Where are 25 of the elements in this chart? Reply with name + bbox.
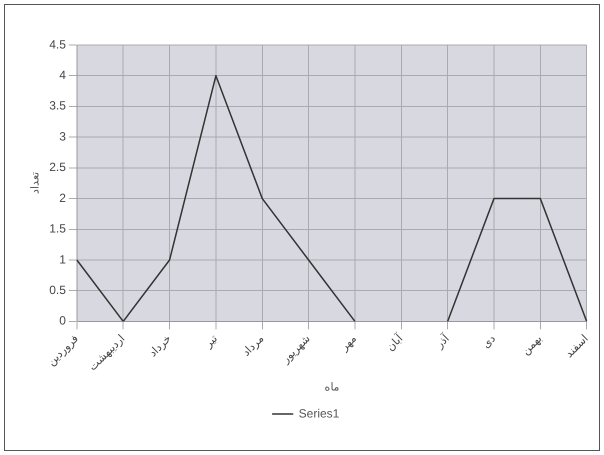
x-tick-label: بهمن xyxy=(519,332,544,358)
x-tick-label: دی xyxy=(479,332,498,351)
x-tick-label: تیر xyxy=(201,332,220,351)
y-tick-label: 4 xyxy=(59,68,66,82)
y-tick-label: 0 xyxy=(59,314,66,328)
x-tick-label: مهر xyxy=(337,332,360,354)
x-tick-label: اردیبهشت xyxy=(86,332,128,374)
legend-label: Series1 xyxy=(298,406,340,420)
x-tick-label: آذر xyxy=(432,330,452,352)
y-tick-label: 2.5 xyxy=(49,160,66,174)
y-tick-label: 1 xyxy=(59,252,66,266)
y-tick-label: 1.5 xyxy=(49,222,66,236)
x-tick-label: شهریور xyxy=(278,332,313,366)
x-tick-label: خرداد xyxy=(146,332,174,360)
y-tick-label: 4.5 xyxy=(49,37,66,52)
y-tick-label: 2 xyxy=(59,190,66,205)
x-tick-label: فروردین xyxy=(44,332,82,368)
x-tick-label: آبان xyxy=(383,330,406,354)
x-axis-title: ماه xyxy=(324,381,340,394)
x-tick-label: مرداد xyxy=(240,332,266,359)
y-tick-label: 3.5 xyxy=(49,98,66,113)
y-tick-label: 3 xyxy=(59,129,66,144)
y-tick-label: 0.5 xyxy=(49,283,66,298)
x-tick-label: اسفند xyxy=(562,332,591,360)
y-axis-title: تعداد xyxy=(30,172,42,194)
